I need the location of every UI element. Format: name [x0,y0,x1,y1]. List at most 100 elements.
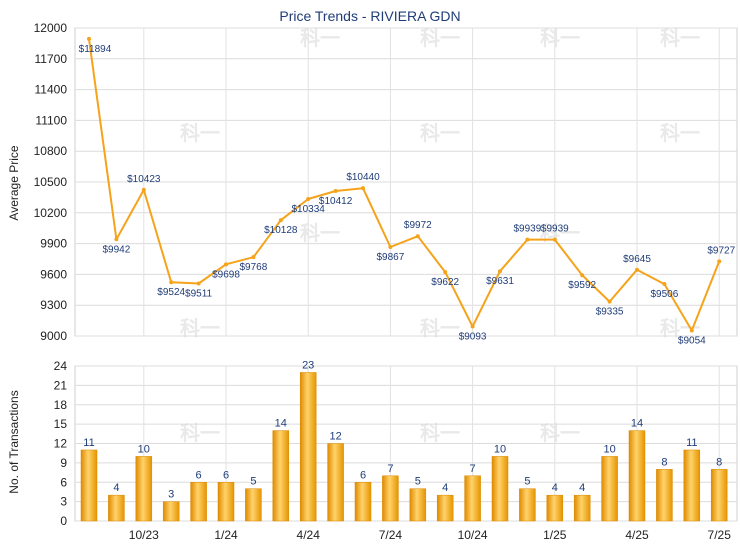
price-series-line [88,38,721,332]
transactions-bar [628,430,646,522]
price-y-tick-label: 11100 [35,113,67,127]
price-point [443,270,448,275]
watermark-text: 科一 [300,221,340,245]
price-point [580,273,585,278]
price-point [525,237,530,242]
transactions-bar-label: 5 [415,476,421,488]
price-point [169,280,174,285]
transactions-bar-label: 8 [716,456,722,468]
price-data-label: $9093 [459,331,487,342]
transactions-bar [710,469,728,522]
price-point [278,218,283,223]
price-point [607,299,612,304]
price-y-tick-label: 9300 [40,298,67,312]
transactions-bar-label: 8 [661,456,667,468]
price-point [114,237,119,242]
watermark-text: 科一 [540,26,580,50]
price-point [388,244,393,249]
price-data-label: $9511 [185,289,213,300]
price-y-tick-label: 10200 [34,206,68,220]
watermark-text: 科一 [420,121,460,145]
price-point [498,269,502,274]
transactions-bar [519,488,536,522]
price-point [552,237,557,242]
price-data-label: $9524 [157,287,185,298]
price-data-label: $9768 [239,262,267,273]
transactions-bar-label: 6 [360,469,366,481]
price-data-label: $9645 [623,254,651,265]
price-data-label: $10334 [292,204,326,215]
transactions-y-tick-label: 6 [60,475,67,489]
watermark-text: 科一 [660,26,700,50]
transactions-y-tick-label: 18 [54,398,68,412]
transactions-bar [135,456,153,522]
transactions-bar [601,456,618,522]
watermark-text: 科一 [300,26,340,50]
transactions-bar-label: 10 [603,443,615,455]
chart-title: Price Trends - RIVIERA GDN [279,8,460,24]
price-point [689,328,694,333]
price-point [415,234,420,239]
transactions-bar [245,488,262,522]
transactions-bar-label: 14 [275,418,287,430]
price-y-tick-label: 10500 [34,175,68,189]
x-tick-label: 4/25 [625,528,649,542]
price-data-label: $9054 [678,335,706,346]
price-point [141,187,146,192]
price-y-axis-title: Average Price [7,145,21,220]
x-tick-label: 10/23 [129,528,159,542]
price-data-label: $9867 [376,252,404,263]
watermark-text: 科一 [420,421,460,445]
transactions-bar-label: 10 [494,443,506,455]
x-tick-label: 4/24 [297,528,321,542]
transactions-chart-grid: 0 3 6 9 12 15 18 21 24 10/23 1/24 4/24 7/24 10/24 1/25… [54,359,738,542]
transactions-y-tick-label: 24 [54,359,68,373]
transactions-y-tick-label: 15 [54,417,68,431]
price-data-label: $10412 [319,196,353,207]
transactions-bar [546,494,564,522]
price-data-label: $10423 [127,174,161,185]
transactions-bar [299,372,317,522]
transactions-bar-label: 14 [631,418,643,430]
price-point [196,281,201,286]
transactions-bar-label: 10 [138,443,150,455]
transactions-bar-label: 6 [196,469,202,481]
transactions-bar-chart: 11 4 10 3 6 6 5 14 23 12 6 7 5 4 7 10 5 4 4 10 14 8 11 8 [80,359,728,522]
watermark-text: 科一 [180,421,220,445]
price-data-label: $11894 [79,44,112,55]
price-point [87,36,91,41]
transactions-bar [382,475,399,522]
transactions-bar [409,488,427,522]
transactions-bar [217,482,235,522]
transactions-bar-label: 23 [302,359,314,371]
transactions-y-tick-label: 0 [60,514,67,528]
transactions-bar-label: 3 [168,489,174,501]
price-data-label: $9631 [486,276,514,287]
price-y-tick-label: 10800 [34,144,68,158]
watermark-text: 科一 [180,121,220,145]
price-y-tick-label: 9000 [40,329,67,343]
transactions-bar [190,482,207,522]
transactions-bar-label: 11 [686,437,697,449]
transactions-bar-label: 12 [329,431,341,443]
price-data-label: $9335 [596,307,624,318]
price-point [635,267,639,272]
price-y-tick-label: 11700 [35,52,68,66]
transactions-bar-label: 5 [250,476,256,488]
transactions-bar [272,430,290,522]
price-line-chart: $11894 $9942 $10423 $9524 $9511 $9698$9768 $10… [79,36,736,346]
price-point [251,255,256,260]
transactions-bar [683,449,701,522]
price-data-label: $9622 [431,277,459,288]
price-data-label: $9727 [707,245,735,256]
transactions-bar-label: 4 [113,482,119,494]
transactions-bar [108,494,125,522]
price-point [717,259,722,264]
transactions-bar-label: 4 [552,482,558,494]
price-y-tick-label: 9600 [40,267,67,281]
price-data-label: $9698 [212,269,240,280]
transactions-y-tick-label: 12 [54,437,68,451]
transactions-bar-label: 4 [579,482,585,494]
transactions-bar-label: 7 [470,463,476,475]
